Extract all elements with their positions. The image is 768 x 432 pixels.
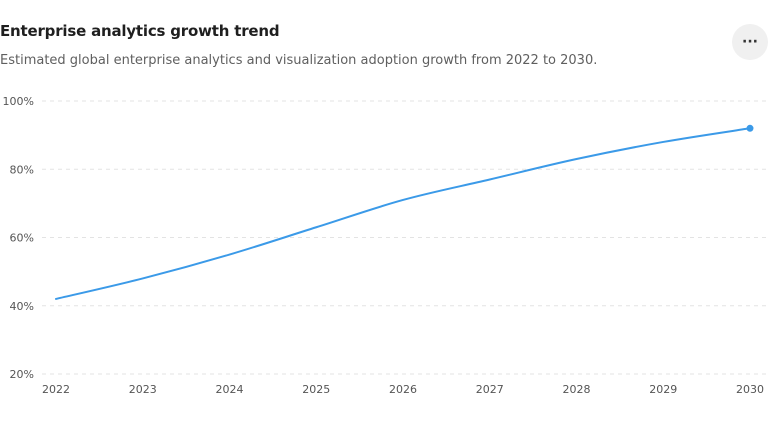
x-tick-label: 2028: [563, 383, 591, 396]
x-tick-label: 2029: [649, 383, 677, 396]
more-icon: ···: [742, 34, 758, 50]
more-options-button[interactable]: ···: [732, 24, 768, 60]
x-tick-label: 2025: [302, 383, 330, 396]
x-tick-label: 2024: [216, 383, 244, 396]
series-line: [55, 127, 751, 300]
y-tick-label: 40%: [10, 300, 34, 313]
y-tick-label: 20%: [10, 368, 34, 381]
chart-title: Enterprise analytics growth trend: [0, 22, 280, 40]
y-tick-label: 80%: [10, 163, 34, 176]
x-tick-label: 2023: [129, 383, 157, 396]
y-tick-label: 60%: [10, 232, 34, 245]
chart-subtitle: Estimated global enterprise analytics an…: [0, 53, 598, 68]
x-tick-label: 2027: [476, 383, 504, 396]
x-tick-label: 2022: [42, 383, 70, 396]
x-tick-label: 2030: [736, 383, 764, 396]
y-tick-label: 100%: [3, 95, 34, 108]
x-tick-label: 2026: [389, 383, 417, 396]
end-point-marker: [746, 124, 754, 132]
